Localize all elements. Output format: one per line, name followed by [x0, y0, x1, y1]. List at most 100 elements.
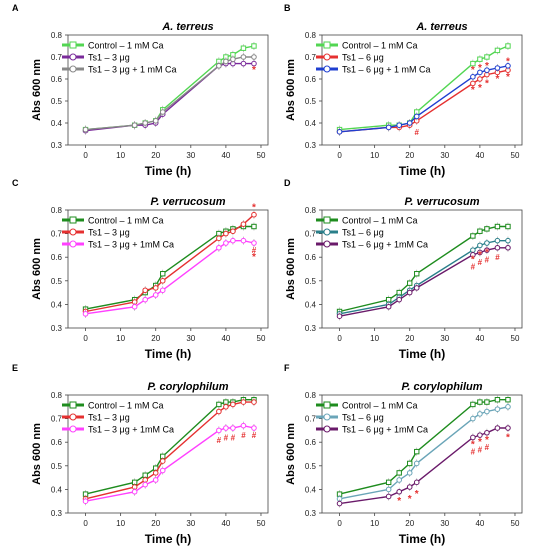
data-point: [142, 287, 148, 294]
data-point: [152, 118, 159, 124]
x-tick-label: 40: [221, 519, 230, 528]
legend-label: Ts1 – 3 μg: [88, 53, 130, 63]
data-point: [216, 235, 222, 242]
chart-title: A. terreus: [161, 21, 213, 33]
y-tick-label: 0.6: [305, 253, 317, 262]
data-point: [470, 401, 476, 408]
y-tick-label: 0.5: [51, 462, 63, 471]
x-tick-label: 50: [511, 334, 520, 343]
data-point: [494, 237, 501, 244]
significance-mark: *: [252, 252, 256, 263]
y-tick-label: 0.3: [51, 324, 63, 333]
y-tick-label: 0.5: [51, 97, 63, 106]
legend-marker: [69, 401, 77, 409]
panel-b: B 0.3 0.4 0.5 0.6 0.7 0.8 0 10 20 30 40 50 Time (h) Ab…: [284, 3, 523, 178]
x-tick-label: 0: [83, 151, 88, 160]
series-line: [85, 62, 254, 132]
plot-area: [67, 394, 269, 514]
y-tick-label: 0.3: [305, 324, 317, 333]
data-point: [494, 65, 501, 71]
legend: Control – 1 mM Ca Ts1 – 6 μg Ts1 – 6 μg + …: [316, 41, 430, 75]
data-point: [484, 226, 490, 232]
data-point: [484, 54, 490, 60]
significance-mark: *: [252, 65, 256, 76]
data-point: [494, 397, 501, 403]
legend-marker: [323, 425, 331, 433]
y-tick-label: 0.5: [51, 277, 63, 286]
legend-marker: [69, 216, 77, 224]
data-point: [477, 399, 483, 405]
y-tick-label: 0.7: [51, 230, 63, 239]
y-axis-label: Abs 600 nm: [285, 238, 297, 300]
data-point: [131, 303, 138, 310]
data-point: [484, 247, 490, 253]
data-point: [505, 63, 511, 69]
data-point: [470, 415, 476, 422]
y-tick-label: 0.5: [305, 462, 317, 471]
series-2: [82, 210, 257, 316]
data-point: [477, 56, 483, 62]
data-point: [494, 47, 501, 54]
y-tick-label: 0.6: [305, 75, 317, 84]
data-point: [396, 470, 402, 476]
data-point: [477, 249, 483, 256]
data-point: [396, 477, 402, 483]
data-point: [470, 80, 476, 87]
x-tick-label: 30: [186, 334, 195, 343]
data-point: [251, 240, 257, 246]
data-point: [484, 429, 490, 436]
significance-mark: *: [506, 56, 510, 67]
x-tick-label: 10: [370, 519, 379, 528]
data-point: [477, 242, 483, 249]
y-tick-label: 0.6: [51, 253, 63, 262]
data-point: [251, 43, 257, 49]
y-tick-label: 0.7: [305, 415, 317, 424]
data-point: [505, 244, 511, 251]
data-point: [385, 486, 392, 493]
legend: Control – 1 mM Ca Ts1 – 6 μg Ts1 – 6 μg + …: [316, 216, 428, 250]
legend: Control – 1 mM Ca Ts1 – 3 μg Ts1 – 3 μg + …: [62, 41, 176, 75]
panel-e: E 0.3 0.4 0.5 0.6 0.7 0.8 0 10 20 30 40 50 Time (h) Ab…: [12, 363, 269, 546]
significance-mark: *: [397, 496, 401, 507]
x-tick-label: 30: [186, 519, 195, 528]
series-3: [82, 421, 257, 506]
y-tick-label: 0.6: [51, 75, 63, 84]
data-point: [152, 477, 159, 483]
data-point: [413, 285, 420, 291]
data-point: [505, 223, 511, 230]
legend-label: Ts1 – 3 μg: [88, 413, 130, 423]
x-tick-label: 40: [221, 151, 230, 160]
plot-area: [67, 34, 269, 146]
series-3: [336, 424, 511, 508]
data-point: [477, 69, 483, 76]
panel-a: A 0.3 0.4 0.5 0.6 0.7 0.8 0 10 20 30 40 50 Time (h) Ab…: [12, 3, 269, 178]
series-line: [339, 69, 509, 133]
y-tick-label: 0.3: [51, 509, 63, 518]
legend-marker: [69, 41, 77, 49]
legend-label: Ts1 – 6 μg: [342, 53, 384, 63]
series-line: [85, 399, 254, 495]
data-point: [494, 244, 501, 251]
x-tick-label: 0: [83, 334, 88, 343]
y-tick-label: 0.8: [305, 31, 317, 40]
legend-marker: [323, 216, 331, 224]
y-axis-label: Abs 600 nm: [285, 423, 297, 485]
legend-marker: [323, 240, 331, 248]
chart-title: P. verrucosum: [150, 196, 225, 208]
series-line: [339, 45, 509, 131]
legend-marker: [323, 413, 331, 421]
series-line: [85, 424, 255, 502]
series-2: [336, 66, 511, 136]
significance-mark: *: [478, 437, 482, 448]
x-tick-label: 10: [116, 519, 125, 528]
x-tick-label: 10: [116, 151, 125, 160]
panel-letter: C: [12, 178, 19, 188]
legend-label: Ts1 – 3 μg + 1mM Ca: [88, 240, 174, 250]
data-point: [159, 467, 166, 474]
series-line: [85, 239, 255, 315]
significance-mark: #: [478, 445, 483, 454]
y-tick-label: 0.4: [305, 485, 317, 494]
significance-mark: *: [415, 489, 419, 500]
data-point: [159, 109, 166, 115]
x-tick-label: 50: [511, 519, 520, 528]
